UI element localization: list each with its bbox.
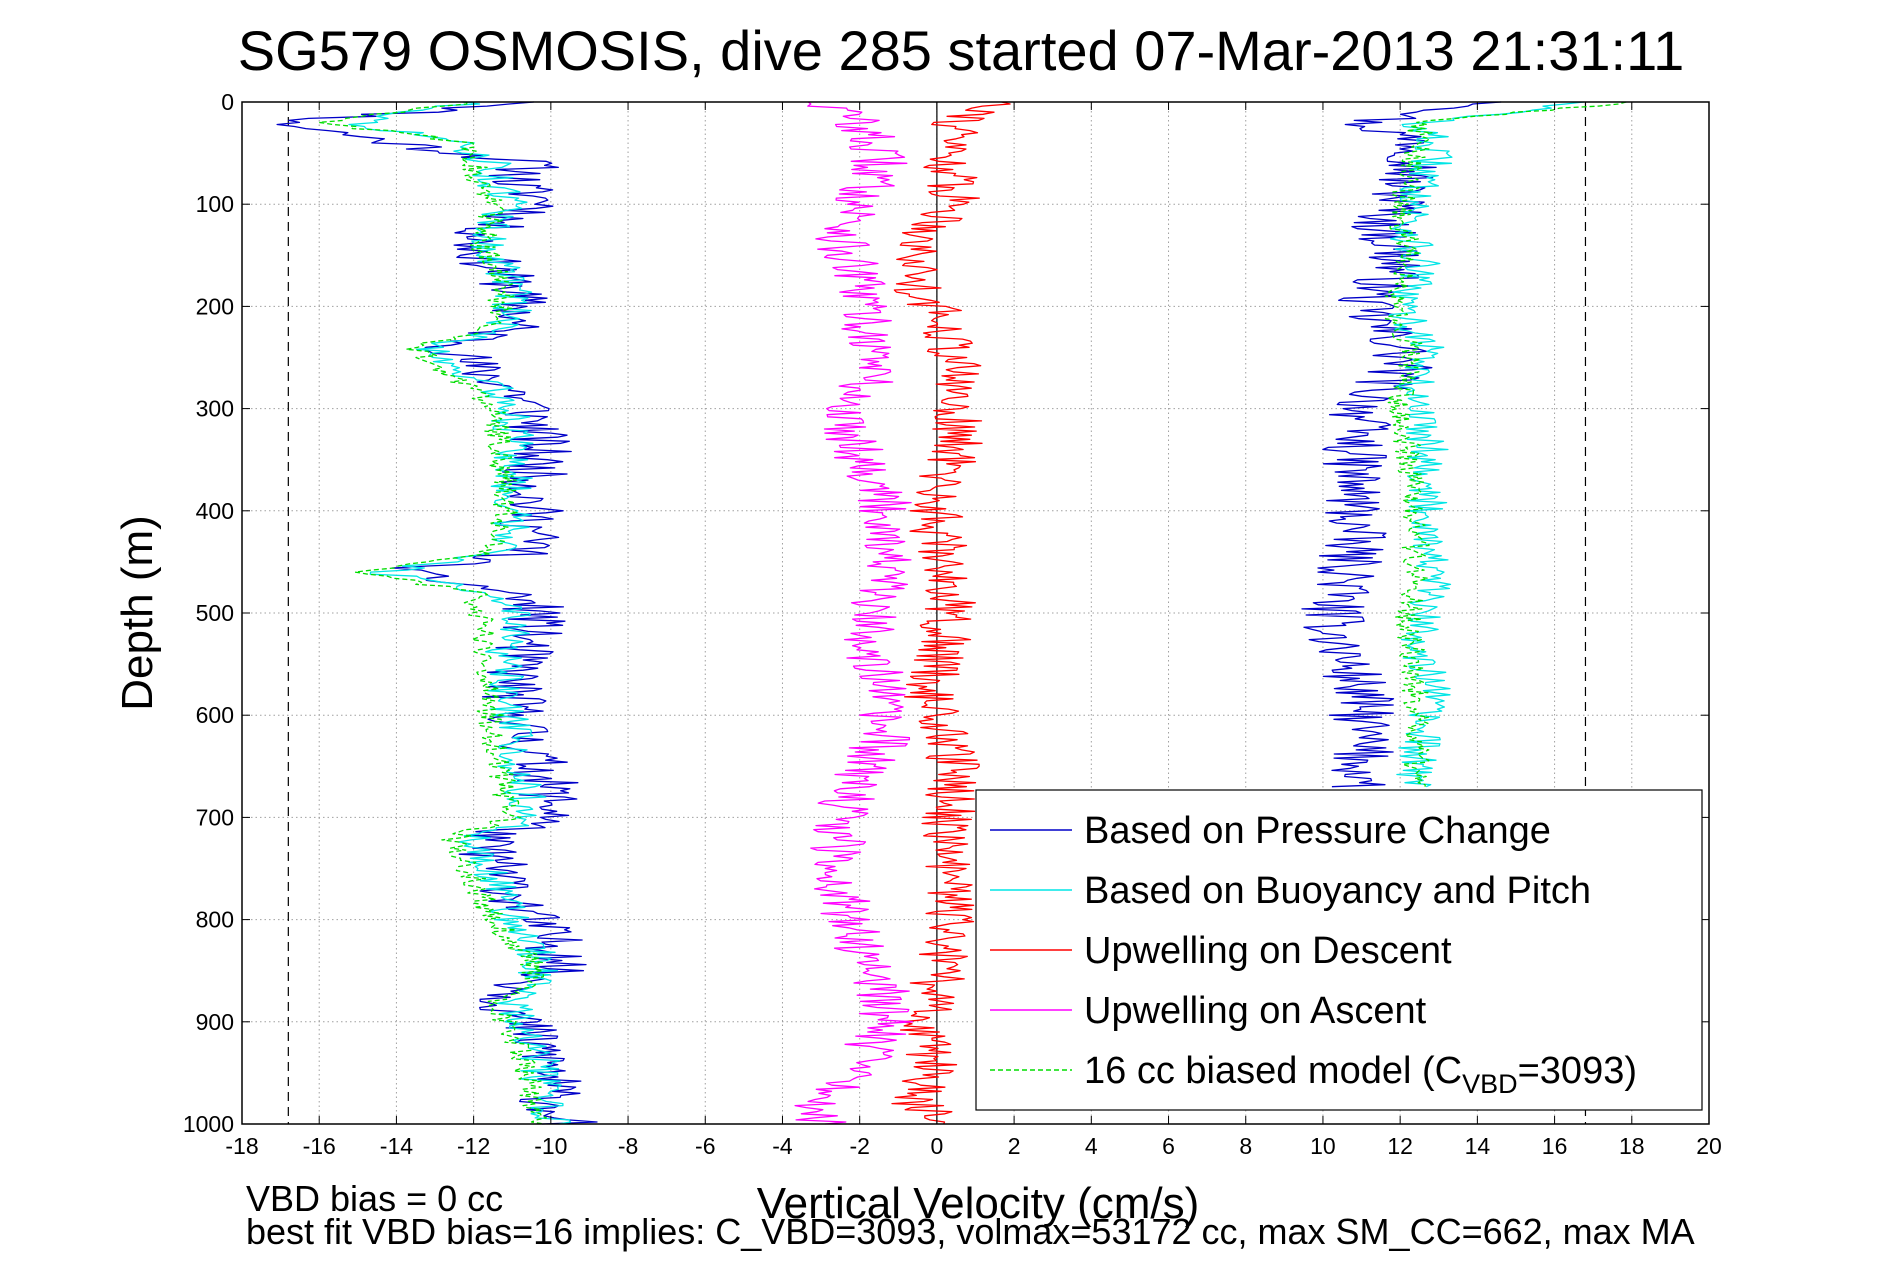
series-2-ascent-line	[1388, 101, 1584, 788]
series-1-ascent-line	[1301, 101, 1502, 788]
x-tick-label: -16	[303, 1133, 336, 1159]
series-5-descent-line	[318, 101, 548, 1125]
x-tick-label: 20	[1696, 1133, 1722, 1159]
y-tick-label: 700	[196, 804, 234, 830]
y-tick-label: 0	[221, 89, 234, 115]
annotation-vbd-bias: VBD bias = 0 cc	[246, 1178, 503, 1219]
x-tick-label: 10	[1310, 1133, 1336, 1159]
x-tick-label: 14	[1465, 1133, 1491, 1159]
legend: Based on Pressure Change Based on Buoyanc…	[975, 789, 1703, 1111]
legend-label-4: Upwelling on Ascent	[1084, 990, 1427, 1032]
x-tick-label: -12	[457, 1133, 490, 1159]
series-4	[794, 101, 914, 1125]
series-5-ascent-line	[1384, 101, 1627, 787]
y-tick-label: 300	[196, 396, 234, 422]
series-4-line	[794, 101, 914, 1125]
y-tick-label: 200	[196, 293, 234, 319]
x-tick-label: -18	[225, 1133, 258, 1159]
y-tick-label: 800	[196, 907, 234, 933]
x-tick-label: 8	[1239, 1133, 1252, 1159]
x-tick-label: -14	[380, 1133, 413, 1159]
y-tick-label: 400	[196, 498, 234, 524]
legend-label-3: Upwelling on Descent	[1084, 930, 1452, 972]
y-tick-label: 500	[196, 600, 234, 626]
reference-lines	[287, 102, 1587, 1124]
x-tick-label: 18	[1619, 1133, 1645, 1159]
y-tick-label: 1000	[183, 1111, 234, 1137]
y-axis-label: Depth (m)	[113, 515, 162, 711]
y-tick-label: 600	[196, 702, 234, 728]
axis-ticks: -18 -16 -14 -12 -10 -8 -6 -4 -2 0 2 4 6 8 10 12 14 16 18 20…	[183, 89, 1722, 1159]
series-3-line	[891, 101, 1011, 1125]
x-tick-label: 4	[1085, 1133, 1098, 1159]
x-tick-label: -8	[618, 1133, 638, 1159]
x-axis-label: Vertical Velocity (cm/s)	[757, 1179, 1200, 1228]
y-tick-label: 100	[196, 191, 234, 217]
legend-label-5: 16 cc biased model (CVBD=3093)	[1084, 1050, 1637, 1099]
x-tick-label: 0	[930, 1133, 943, 1159]
x-tick-label: 12	[1387, 1133, 1413, 1159]
series-5	[318, 101, 1627, 1125]
series-3	[891, 101, 1011, 1125]
x-tick-label: -2	[849, 1133, 869, 1159]
series-2	[348, 101, 1584, 1125]
x-tick-label: -6	[695, 1133, 715, 1159]
series-2-descent-line	[348, 101, 572, 1125]
chart-title: SG579 OSMOSIS, dive 285 started 07-Mar-2…	[238, 19, 1684, 82]
series-group	[276, 101, 1627, 1125]
legend-box	[975, 789, 1703, 1111]
x-tick-label: 16	[1542, 1133, 1568, 1159]
x-tick-label: 6	[1162, 1133, 1175, 1159]
legend-label-1: Based on Pressure Change	[1084, 810, 1551, 852]
x-tick-label: 2	[1008, 1133, 1021, 1159]
x-tick-label: -10	[534, 1133, 567, 1159]
legend-label-2: Based on Buoyancy and Pitch	[1084, 870, 1591, 912]
y-tick-label: 900	[196, 1009, 234, 1035]
annotation-best-fit: best fit VBD bias=16 implies: C_VBD=3093…	[246, 1211, 1695, 1252]
x-tick-label: -4	[772, 1133, 793, 1159]
